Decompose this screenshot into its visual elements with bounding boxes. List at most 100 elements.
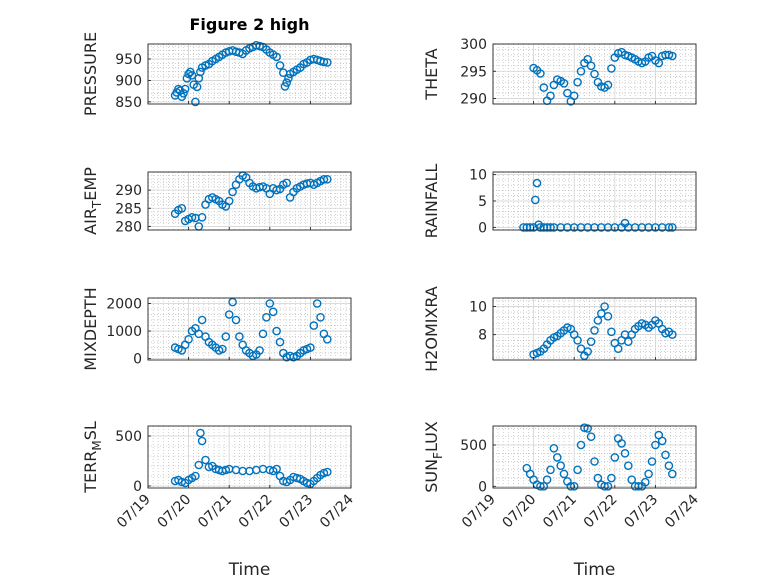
- y-axis-label: PRESSURE: [81, 32, 100, 116]
- data-point: [224, 310, 234, 319]
- axes-box: [147, 297, 352, 361]
- data-point: [228, 297, 237, 307]
- y-tick-label: 8: [478, 328, 487, 344]
- y-axis-label: AIRTEMP: [81, 167, 104, 235]
- data-point: [647, 457, 657, 466]
- data-point: [586, 432, 596, 442]
- y-tick-label: 950: [115, 52, 142, 68]
- x-tick-label: 07/23: [621, 492, 661, 532]
- data-point: [231, 315, 241, 325]
- x-tick-label: 07/24: [317, 491, 357, 531]
- data-point: [620, 448, 630, 458]
- data-point: [316, 312, 325, 322]
- panel-0: 850 900 950 PRESSURE Figure 2 high: [81, 15, 352, 116]
- data-point: [319, 57, 329, 67]
- data-point: [569, 91, 579, 101]
- data-point: [258, 329, 268, 339]
- data-point: [536, 481, 545, 491]
- data-point: [664, 223, 674, 232]
- data-point: [607, 64, 616, 73]
- data-point: [284, 74, 293, 83]
- series-markers: [170, 41, 332, 107]
- data-point: [668, 223, 677, 232]
- y-tick-label: 500: [460, 438, 487, 454]
- data-point: [607, 327, 616, 337]
- y-tick-label: 2000: [106, 297, 142, 313]
- data-point: [580, 423, 589, 433]
- y-axis-label: H2OMIXRA: [422, 286, 441, 372]
- x-tick-label: 07/24: [662, 491, 702, 531]
- chart-title: Figure 2 high: [190, 15, 310, 34]
- x-tick-label: 07/21: [540, 492, 580, 532]
- data-point: [603, 481, 613, 491]
- data-point: [196, 428, 205, 438]
- data-point: [191, 471, 200, 481]
- x-tick-label: 07/20: [155, 492, 195, 532]
- data-point: [228, 187, 237, 197]
- series-markers: [529, 47, 677, 106]
- data-point: [322, 58, 332, 67]
- data-point: [600, 481, 609, 491]
- y-tick-label: 10: [469, 299, 487, 315]
- y-axis-label: MIXDEPTH: [81, 287, 100, 370]
- data-point: [576, 67, 586, 76]
- data-point: [603, 80, 613, 90]
- data-point: [194, 460, 204, 470]
- data-point: [312, 299, 322, 308]
- series-markers: [170, 171, 332, 231]
- data-point: [272, 326, 281, 336]
- data-point: [559, 79, 569, 88]
- data-point: [282, 78, 292, 87]
- data-point: [600, 302, 609, 311]
- x-axis-label: Time: [228, 560, 271, 580]
- y-axis-label: TERRMSL: [81, 421, 104, 494]
- axes-box: [492, 297, 697, 361]
- y-axis-label: SUNFLUX: [422, 421, 445, 493]
- y-tick-label: 500: [115, 429, 142, 445]
- data-point: [322, 174, 332, 184]
- data-point: [235, 332, 244, 341]
- data-point: [661, 450, 670, 460]
- data-point: [322, 467, 332, 477]
- data-point: [549, 443, 559, 453]
- data-point: [593, 316, 603, 325]
- data-point: [177, 203, 187, 213]
- y-tick-label: 1000: [106, 324, 142, 340]
- data-point: [607, 473, 616, 483]
- data-point: [668, 469, 677, 479]
- data-point: [556, 461, 566, 471]
- data-point: [613, 344, 623, 354]
- panel-1: 290 295 300 THETA: [422, 37, 697, 108]
- data-point: [664, 461, 674, 471]
- data-point: [546, 465, 555, 475]
- axes-box: [147, 43, 352, 105]
- data-point: [583, 424, 593, 433]
- y-tick-label: 290: [460, 92, 487, 108]
- panel-5: 8 10 H2OMIXRA: [422, 286, 697, 372]
- data-point: [196, 67, 205, 77]
- data-point: [668, 51, 677, 61]
- series-markers: [170, 297, 332, 362]
- data-point: [322, 334, 332, 344]
- data-point: [617, 439, 626, 448]
- axes-box: [492, 43, 697, 105]
- data-point: [573, 335, 582, 345]
- data-point: [573, 77, 582, 87]
- data-point: [657, 436, 667, 446]
- data-point: [539, 83, 549, 92]
- y-tick-label: 285: [115, 201, 142, 217]
- data-point: [610, 453, 620, 462]
- x-tick-label: 07/22: [581, 492, 621, 532]
- y-tick-label: 300: [460, 37, 487, 53]
- data-point: [590, 457, 599, 466]
- data-point: [542, 475, 552, 485]
- data-point: [187, 212, 197, 222]
- series-markers: [519, 178, 677, 232]
- y-axis-label: THETA: [422, 48, 441, 100]
- data-point: [590, 326, 599, 335]
- data-point: [553, 453, 562, 462]
- data-point: [184, 334, 193, 344]
- x-tick-label: 07/19: [459, 492, 499, 532]
- data-point: [306, 343, 315, 352]
